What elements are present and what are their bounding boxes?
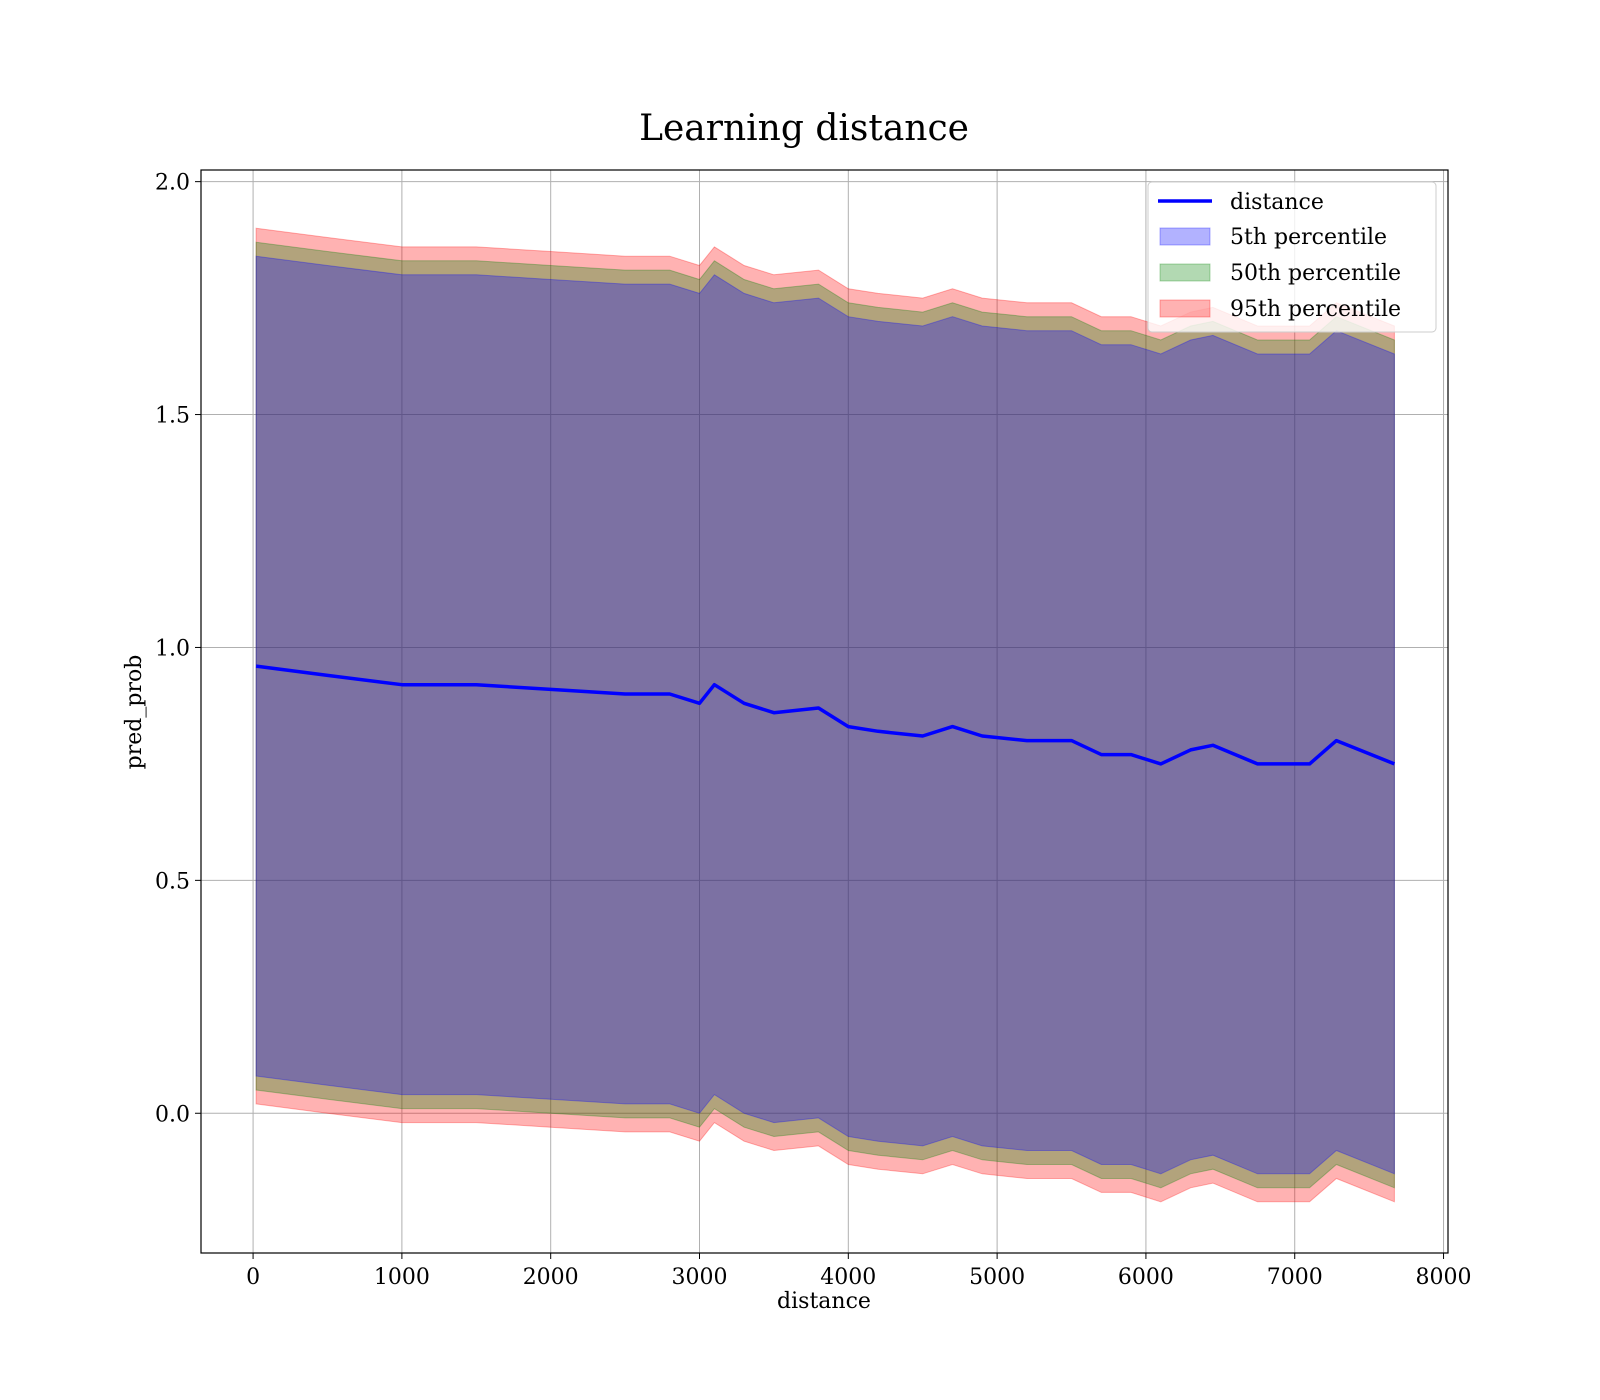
y-axis-label: pred_prob [122,655,147,770]
y-tick-label-4: 2.0 [155,171,190,196]
y-tick-label-2: 1.0 [155,636,190,661]
x-tick-label-7: 7000 [1267,1265,1323,1290]
x-tick-label-5: 5000 [969,1265,1025,1290]
legend-label-95th-percentile: 95th percentile [1230,297,1401,322]
x-tick-label-3: 3000 [672,1265,728,1290]
x-tick-label-6: 6000 [1118,1265,1174,1290]
x-tick-label-0: 0 [246,1265,260,1290]
x-tick-label-1: 1000 [374,1265,430,1290]
plot-frame [200,169,1449,1254]
x-axis-ticks: 0 1000 2000 3000 4000 5000 6000 7000 8000 [246,1253,1472,1290]
legend: distance 5th percentile 50th percentile … [1147,181,1437,333]
band-50th-percentile [255,241,1395,1189]
x-axis-label: distance [777,1289,871,1314]
legend-swatch-95th-percentile [1159,299,1211,318]
y-tick-label-3: 1.5 [155,404,190,429]
x-tick-label-8: 8000 [1416,1265,1472,1290]
legend-label-50th-percentile: 50th percentile [1230,261,1401,286]
legend-box [1147,181,1437,333]
x-tick-label-2: 2000 [523,1265,579,1290]
legend-label-distance: distance [1230,190,1324,215]
y-tick-label-1: 0.5 [155,869,190,894]
legend-label-5th-percentile: 5th percentile [1230,225,1387,250]
series-line-distance [255,664,1396,766]
band-layer [255,227,1395,1203]
grid-layer [201,170,1448,1253]
y-tick-label-0: 0.0 [155,1102,190,1127]
band-95th-percentile [255,227,1395,1203]
chart-title: Learning distance [639,108,969,149]
x-tick-label-4: 4000 [820,1265,876,1290]
legend-swatch-50th-percentile [1159,263,1211,282]
line-layer [255,664,1396,766]
legend-swatch-5th-percentile [1159,227,1211,246]
band-5th-percentile [255,255,1395,1175]
y-axis-ticks: 0.0 0.5 1.0 1.5 2.0 [155,171,201,1127]
